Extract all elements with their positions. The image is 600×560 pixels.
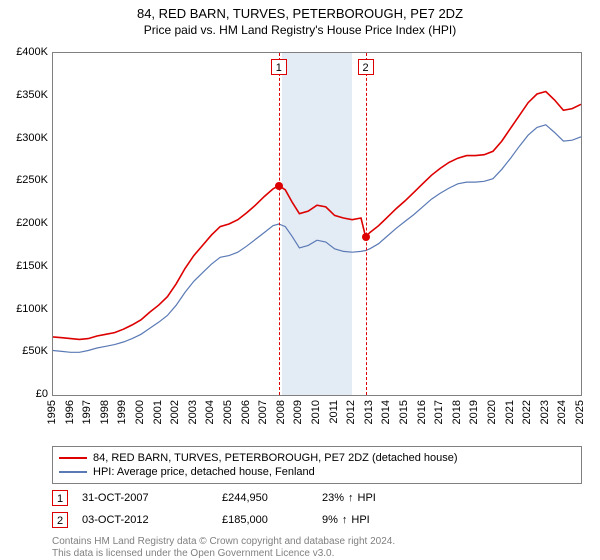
x-tick: 2012 [345,400,357,424]
x-tick: 2008 [275,400,287,424]
y-tick: £350K [0,89,48,101]
sale-price-1: £244,950 [222,492,322,504]
x-tick: 2021 [504,400,516,424]
legend-swatch [59,471,87,473]
legend-label: 84, RED BARN, TURVES, PETERBOROUGH, PE7 … [93,451,458,465]
x-tick: 2024 [556,400,568,424]
event-line-1 [279,53,280,395]
x-tick: 2007 [257,400,269,424]
x-tick: 2009 [292,400,304,424]
x-tick: 2013 [363,400,375,424]
series-line [53,125,581,352]
sale-price-2: £185,000 [222,514,322,526]
sale-hpi-2: 9% ↑ HPI [322,514,370,526]
x-tick: 2000 [134,400,146,424]
sale-date-2: 03-OCT-2012 [82,514,222,526]
sale-hpi-1: 23% ↑ HPI [322,492,376,504]
y-tick: £150K [0,260,48,272]
legend-item: HPI: Average price, detached house, Fenl… [59,465,575,479]
series-line [53,92,581,340]
legend: 84, RED BARN, TURVES, PETERBOROUGH, PE7 … [52,446,582,484]
x-tick: 1995 [46,400,58,424]
x-tick: 1996 [64,400,76,424]
legend-label: HPI: Average price, detached house, Fenl… [93,465,315,479]
y-tick: £400K [0,46,48,58]
chart-lines [53,53,581,395]
footer-line-1: Contains HM Land Registry data © Crown c… [52,536,582,548]
legend-swatch [59,457,87,459]
sale-row-2: 2 03-OCT-2012 £185,000 9% ↑ HPI [52,512,582,528]
x-tick: 1998 [99,400,111,424]
chart-title: 84, RED BARN, TURVES, PETERBOROUGH, PE7 … [0,6,600,21]
x-tick: 2022 [521,400,533,424]
y-tick: £50K [0,345,48,357]
y-tick: £0 [0,388,48,400]
x-tick: 2010 [310,400,322,424]
x-tick: 2019 [468,400,480,424]
footer-line-2: This data is licensed under the Open Gov… [52,548,582,560]
legend-item: 84, RED BARN, TURVES, PETERBOROUGH, PE7 … [59,451,575,465]
x-tick: 2002 [169,400,181,424]
x-tick: 2005 [222,400,234,424]
x-tick: 2011 [328,400,340,424]
sale-marker-2: 2 [52,512,68,528]
x-tick: 2017 [433,400,445,424]
sale-marker-1: 1 [52,490,68,506]
x-tick: 2003 [187,400,199,424]
y-tick: £300K [0,132,48,144]
y-tick: £250K [0,174,48,186]
y-tick: £200K [0,217,48,229]
x-tick: 2025 [574,400,586,424]
x-tick: 2006 [240,400,252,424]
sale-point [275,182,283,190]
chart-subtitle: Price paid vs. HM Land Registry's House … [0,23,600,37]
plot-area: 12 [52,52,582,396]
event-marker-1: 1 [271,59,287,75]
x-tick: 2001 [152,400,164,424]
x-tick: 2020 [486,400,498,424]
event-marker-2: 2 [358,59,374,75]
sale-row-1: 1 31-OCT-2007 £244,950 23% ↑ HPI [52,490,582,506]
sale-date-1: 31-OCT-2007 [82,492,222,504]
x-tick: 2023 [539,400,551,424]
x-tick: 2016 [416,400,428,424]
footer: Contains HM Land Registry data © Crown c… [52,536,582,560]
y-tick: £100K [0,303,48,315]
x-tick: 1997 [81,400,93,424]
event-line-2 [366,53,367,395]
sale-point [362,233,370,241]
x-tick: 2014 [380,400,392,424]
x-tick: 2004 [204,400,216,424]
x-tick: 2018 [451,400,463,424]
x-tick: 2015 [398,400,410,424]
x-tick: 1999 [116,400,128,424]
